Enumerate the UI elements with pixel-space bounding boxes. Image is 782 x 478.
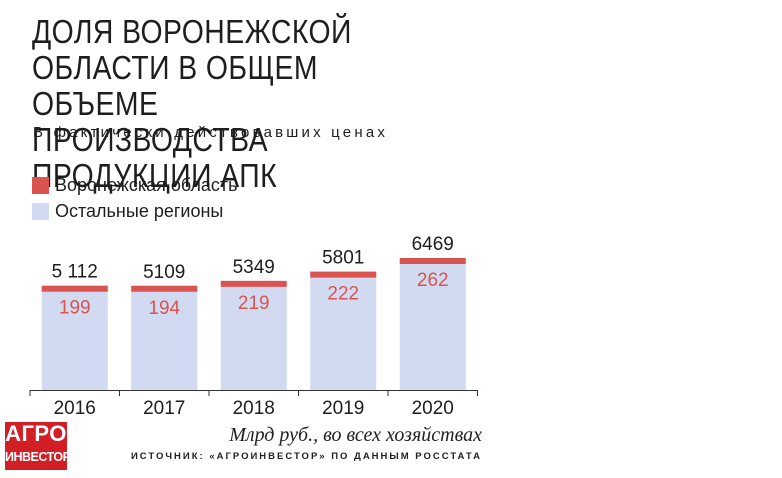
total-value-label: 5109 bbox=[143, 262, 185, 283]
bar-voronezh bbox=[131, 285, 198, 292]
x-tick-label: 2017 bbox=[143, 398, 185, 419]
logo-text-line1: АГРО bbox=[5, 421, 67, 446]
legend-label: Остальные регионы bbox=[55, 200, 224, 221]
x-tick-label: 2016 bbox=[54, 398, 96, 419]
voronezh-value-label: 222 bbox=[327, 284, 359, 305]
legend-item-voronezh: Воронежская область bbox=[32, 172, 238, 198]
bar-other-regions bbox=[220, 280, 287, 390]
voronezh-value-label: 199 bbox=[59, 298, 91, 319]
source-note: ИСТОЧНИК: «АГРОИНВЕСТОР» ПО ДАННЫМ РОССТ… bbox=[130, 451, 482, 462]
title-line: ДОЛЯ ВОРОНЕЖСКОЙ bbox=[32, 13, 352, 50]
bar-other-regions bbox=[131, 285, 198, 390]
legend-item-other-regions: Остальные регионы bbox=[32, 198, 238, 224]
total-value-label: 6469 bbox=[412, 234, 454, 255]
bar-other-regions bbox=[41, 285, 108, 390]
total-value-label: 5801 bbox=[322, 248, 364, 269]
chart-subtitle: В фактически действовавших ценах bbox=[33, 124, 389, 141]
bar-voronezh bbox=[399, 258, 466, 264]
x-tick-label: 2020 bbox=[412, 398, 454, 419]
bar-voronezh bbox=[41, 285, 108, 292]
total-value-label: 5349 bbox=[233, 257, 275, 278]
title-line: ПРОИЗВОДСТВА ПРОДУКЦИИ АПК bbox=[32, 121, 278, 194]
chart-title: ДОЛЯ ВОРОНЕЖСКОЙ ОБЛАСТИ В ОБЩЕМ ОБЪЕМЕ … bbox=[32, 14, 436, 194]
logo-text-line2: ИНВЕСТОР bbox=[5, 450, 71, 464]
legend-swatch-other-regions bbox=[32, 202, 49, 220]
agroinvestor-logo: АГРО ИНВЕСТОР bbox=[5, 421, 71, 470]
x-tick-label: 2019 bbox=[322, 398, 364, 419]
voronezh-value-label: 194 bbox=[148, 298, 180, 319]
legend: Воронежская область Остальные регионы bbox=[32, 172, 238, 224]
units-caption: Млрд руб., во всех хозяйствах bbox=[229, 424, 482, 446]
bar-other-regions bbox=[399, 258, 466, 390]
voronezh-value-label: 219 bbox=[238, 293, 270, 314]
bar-voronezh bbox=[220, 280, 287, 287]
voronezh-value-label: 262 bbox=[417, 270, 449, 291]
legend-label: Воронежская область bbox=[55, 174, 238, 195]
title-line: ОБЛАСТИ В ОБЩЕМ ОБЪЕМЕ bbox=[32, 49, 318, 122]
bar-other-regions bbox=[310, 271, 377, 390]
total-value-label: 5 112 bbox=[52, 262, 98, 283]
bar-voronezh bbox=[310, 271, 377, 278]
x-tick-label: 2018 bbox=[233, 398, 275, 419]
legend-swatch-voronezh bbox=[32, 176, 49, 194]
